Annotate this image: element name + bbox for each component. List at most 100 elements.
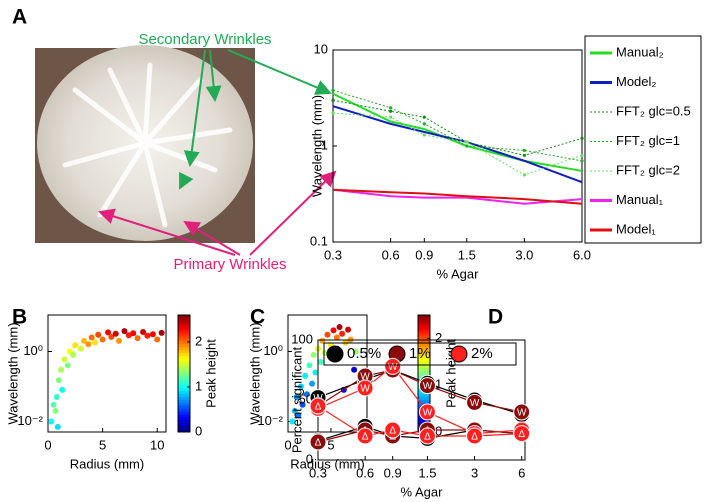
fft-point — [389, 106, 393, 110]
legend-box — [323, 342, 517, 366]
colorbar-cell — [178, 344, 190, 348]
scatter-point — [306, 362, 313, 369]
legend-label: FFT₂ glc=1 — [616, 133, 680, 148]
colorbar-cell — [418, 364, 430, 369]
scatter-point — [293, 393, 300, 400]
scatter-point — [130, 330, 137, 337]
x-tick-label: 0.9 — [384, 465, 402, 480]
scatter-point — [85, 341, 92, 348]
colorbar-cell — [418, 399, 430, 404]
marker-symbol: Δ — [362, 432, 369, 443]
annotation-arrows — [98, 49, 337, 256]
colorbar-cell — [178, 347, 190, 351]
legend-label: 2% — [471, 345, 493, 362]
legend-label: 1% — [409, 345, 431, 362]
fft-point — [465, 140, 469, 144]
scatter-point — [108, 333, 115, 340]
scatter-point — [55, 377, 62, 384]
colorbar-cell — [178, 391, 190, 395]
marker-symbol: W — [423, 408, 433, 419]
x-axis-label: % Agar — [401, 484, 444, 499]
x-axis-label: Radius (mm) — [70, 456, 144, 471]
fft-point — [389, 115, 393, 119]
scatter-point — [61, 356, 68, 363]
scatter-point — [140, 328, 147, 335]
series-line — [332, 112, 583, 176]
y-tick-label: 0 — [306, 451, 313, 466]
colorbar-cell — [178, 353, 190, 357]
y-tick-label: 0.1 — [310, 233, 328, 248]
colorbar-cell — [418, 344, 430, 348]
marker-symbol: W — [360, 384, 370, 395]
colorbar-cell — [178, 388, 190, 392]
y-tick-label: 50 — [299, 391, 313, 406]
colorbar-cell — [178, 408, 190, 413]
scatter-point — [99, 336, 106, 343]
colorbar-cell — [178, 361, 190, 366]
annotation: Primary Wrinkles — [173, 256, 286, 273]
colorbar-cell — [178, 350, 190, 354]
x-tick-label: 0 — [44, 437, 51, 452]
marker — [513, 403, 531, 421]
legend-box — [584, 35, 702, 244]
scatter-point — [112, 330, 119, 337]
colorbar-cell — [178, 411, 190, 415]
colorbar-cell — [178, 405, 190, 410]
colorbar-tick-label: 2 — [195, 333, 202, 348]
series-line — [332, 188, 583, 205]
marker — [356, 427, 374, 445]
y-tick-label: 10⁻² — [17, 413, 43, 428]
colorbar-cell — [418, 323, 430, 328]
marker — [418, 427, 436, 445]
colorbar-cell — [418, 315, 430, 319]
panel-label: C — [250, 306, 265, 329]
fft-point — [580, 159, 584, 163]
scatter-point — [70, 351, 77, 358]
colorbar-cell — [178, 338, 190, 342]
colorbar-cell — [178, 332, 190, 336]
legend-label: 0.5% — [347, 345, 381, 362]
colorbar-tick-label: 0 — [195, 423, 202, 438]
scatter-point — [309, 380, 316, 387]
colorbar-cell — [418, 370, 430, 374]
panel-label: B — [12, 306, 27, 329]
scatter-point — [312, 369, 319, 376]
colorbar-cell — [418, 326, 430, 331]
marker — [418, 403, 436, 421]
colorbar-tick-label: 0 — [435, 423, 442, 438]
colorbar-cell — [178, 315, 190, 319]
scatter-point — [64, 362, 71, 369]
colorbar-cell — [418, 420, 430, 424]
scatter-point — [333, 334, 340, 341]
marker — [384, 421, 402, 439]
x-tick-label: 1.5 — [458, 247, 476, 262]
colorbar-cell — [178, 417, 190, 421]
marker — [356, 379, 374, 397]
plot-area — [332, 49, 583, 243]
legend-marker — [326, 345, 344, 363]
colorbar-cell — [178, 367, 190, 372]
y-axis-label: Wavelength (mm) — [309, 95, 324, 197]
x-tick-label: 3.0 — [515, 247, 533, 262]
series-line — [332, 89, 583, 162]
y-axis-label: Wavelength (mm) — [5, 322, 20, 424]
fft-point — [522, 148, 526, 152]
colorbar-cell — [178, 420, 190, 424]
fft-point — [389, 109, 393, 113]
scatter-point — [289, 418, 296, 425]
scatter-point — [77, 345, 84, 352]
scatter-point — [59, 386, 66, 393]
x-axis-label: % Agar — [437, 266, 480, 281]
x-tick-label: 6.0 — [573, 247, 591, 262]
series-line — [332, 92, 583, 172]
scatter-point — [345, 326, 352, 333]
colorbar-cell — [178, 364, 190, 369]
x-tick-label: 0.6 — [382, 247, 400, 262]
scatter-point — [321, 350, 328, 357]
y-tick-label: 10⁰ — [23, 343, 43, 358]
colorbar-frame — [177, 314, 191, 433]
colorbar-cell — [418, 393, 430, 398]
colorbar-cell — [178, 341, 190, 345]
marker — [513, 425, 531, 443]
